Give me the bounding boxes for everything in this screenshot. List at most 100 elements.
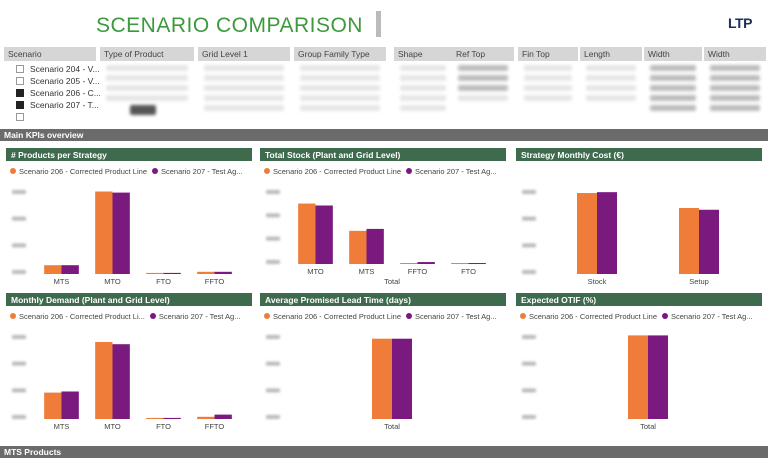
checkbox[interactable] — [16, 77, 24, 85]
bar-mto-series-1[interactable] — [95, 191, 113, 275]
bar-mts-series-1[interactable] — [44, 265, 62, 274]
bar-chart: MTS MTO FTO FFTO — [12, 335, 232, 431]
legend-item[interactable]: Scenario 206 - Corrected Product Line — [262, 167, 401, 176]
bar-ffto-series-2[interactable] — [214, 271, 232, 274]
bar-mts-series-1[interactable] — [44, 392, 62, 419]
bar-chart: MTS MTO FTO FFTO — [12, 190, 232, 286]
title-divider — [376, 11, 381, 37]
slicer-width-2[interactable]: Width — [704, 47, 766, 127]
scenario-option[interactable]: Scenario 204 - V... — [4, 63, 100, 75]
legend-marker — [10, 313, 16, 319]
slicer-group-family-type[interactable]: Group Family Type — [294, 47, 386, 127]
slicer-header: Scenario — [4, 47, 96, 61]
legend-item[interactable]: Scenario 206 - Corrected Product Line — [518, 312, 657, 321]
checkbox[interactable] — [16, 65, 24, 73]
bar-fto-series-2[interactable] — [163, 417, 181, 419]
legend-item[interactable]: Scenario 207 - Test Ag... — [660, 312, 753, 321]
bar-fto-series-1[interactable] — [146, 417, 164, 419]
bar-fto-series-2[interactable] — [468, 263, 486, 265]
legend-label: Scenario 207 - Test Ag... — [415, 166, 497, 176]
legend-item[interactable]: Scenario 207 - Test Ag... — [150, 167, 243, 176]
slicer-header: Ref Top — [452, 47, 514, 61]
legend-label: Scenario 206 - Corrected Product Li... — [19, 311, 145, 321]
bar-setup-series-2[interactable] — [699, 209, 719, 274]
chart-legend: Scenario 206 - Corrected Product Line Sce… — [260, 165, 506, 177]
slicer-length[interactable]: Length — [580, 47, 642, 127]
bar-fto-series-1[interactable] — [146, 272, 164, 274]
panel-title: Total Stock (Plant and Grid Level) — [260, 148, 506, 161]
selected-value — [130, 105, 156, 115]
y-tick-blurred — [12, 415, 26, 419]
bar-ffto-series-2[interactable] — [214, 414, 232, 419]
x-tick-label: MTS — [54, 422, 70, 431]
legend-item[interactable]: Scenario 207 - Test Ag... — [404, 312, 497, 321]
bar-stock-series-2[interactable] — [597, 192, 617, 274]
panel-strategy-monthly-cost: Strategy Monthly Cost (€) Stock Setup — [516, 148, 762, 288]
legend-marker — [406, 313, 412, 319]
slicer-grid-level[interactable]: Grid Level 1 — [198, 47, 290, 127]
panel-title: # Products per Strategy — [6, 148, 252, 161]
bar-mts-series-2[interactable] — [61, 265, 79, 274]
bar-mts-series-1[interactable] — [349, 230, 367, 264]
slicer-header: Length — [580, 47, 642, 61]
scenario-option[interactable]: Scenario 206 - C... — [4, 87, 101, 99]
bar-fto-series-2[interactable] — [163, 272, 181, 274]
bar-mto-series-2[interactable] — [315, 205, 333, 265]
scenario-option-label: Scenario 206 - C... — [30, 88, 101, 98]
checkbox[interactable] — [16, 113, 24, 121]
bar-total-series-2[interactable] — [392, 338, 412, 419]
bar-total-series-1[interactable] — [372, 338, 392, 419]
scenario-option[interactable]: Scenario 207 - T... — [4, 99, 99, 111]
page-title: SCENARIO COMPARISON — [96, 14, 363, 37]
x-tick-label: MTS — [359, 267, 375, 276]
bar-ffto-series-1[interactable] — [400, 263, 418, 265]
slicer-width-1[interactable]: Width — [644, 47, 702, 127]
scenario-option[interactable]: Scenario 205 - V... — [4, 75, 100, 87]
slicer-ref-top[interactable]: Ref Top — [452, 47, 514, 127]
bar-fto-series-1[interactable] — [451, 263, 469, 265]
legend-item[interactable]: Scenario 206 - Corrected Product Line — [262, 312, 401, 321]
bar-chart: Total — [522, 335, 668, 431]
bar-mts-series-2[interactable] — [366, 228, 384, 264]
x-tick-label: Total — [384, 422, 400, 431]
bar-total-series-2[interactable] — [648, 335, 668, 419]
y-tick-blurred — [12, 361, 26, 366]
section-header-mts-products: MTS Products — [0, 446, 768, 458]
bar-mts-series-2[interactable] — [61, 391, 79, 420]
legend-item[interactable]: Scenario 207 - Test Ag... — [148, 312, 240, 321]
x-tick-label: FFTO — [205, 422, 225, 431]
legend-item[interactable]: Scenario 206 - Corrected Product Line — [8, 167, 147, 176]
bar-total-series-1[interactable] — [628, 335, 648, 419]
slicer-fin-top[interactable]: Fin Top — [518, 47, 578, 127]
filter-bar: Scenario Scenario 204 - V... Scenario 205… — [0, 47, 768, 127]
bar-mto-series-2[interactable] — [112, 344, 130, 419]
checkbox[interactable] — [16, 101, 24, 109]
legend-label: Scenario 206 - Corrected Product Line — [529, 311, 657, 321]
legend-item[interactable]: Scenario 207 - Test Ag... — [404, 167, 497, 176]
logo-text: LTP — [728, 15, 752, 31]
legend-marker — [264, 168, 270, 174]
scenario-list: Scenario 204 - V... Scenario 205 - V... Sc… — [4, 63, 101, 123]
scenario-option[interactable] — [4, 111, 96, 123]
slicer-shape[interactable]: Shape — [394, 47, 452, 127]
slicer-scenario[interactable]: Scenario Scenario 204 - V... Scenario 205… — [4, 47, 101, 127]
panel-monthly-demand: Monthly Demand (Plant and Grid Level) Sce… — [6, 293, 252, 433]
bar-stock-series-1[interactable] — [577, 193, 597, 274]
slicer-type-of-product[interactable]: Type of Product — [100, 47, 194, 127]
bar-ffto-series-2[interactable] — [417, 262, 435, 264]
bar-ffto-series-1[interactable] — [197, 271, 215, 274]
bar-ffto-series-1[interactable] — [197, 416, 215, 419]
checkbox[interactable] — [16, 89, 24, 97]
y-tick-blurred — [522, 335, 536, 339]
legend-label: Scenario 207 - Test Ag... — [415, 311, 497, 321]
slicer-header: Width — [704, 47, 766, 61]
chart-legend: Scenario 206 - Corrected Product Li... Sc… — [6, 310, 252, 322]
bar-mto-series-2[interactable] — [112, 192, 130, 274]
bar-setup-series-1[interactable] — [679, 208, 699, 274]
bar-mto-series-1[interactable] — [298, 203, 316, 264]
bar-mto-series-1[interactable] — [95, 342, 113, 419]
x-tick-label: FFTO — [205, 277, 225, 286]
legend-marker — [520, 313, 526, 319]
slicer-header: Group Family Type — [294, 47, 386, 61]
legend-item[interactable]: Scenario 206 - Corrected Product Li... — [8, 312, 145, 321]
